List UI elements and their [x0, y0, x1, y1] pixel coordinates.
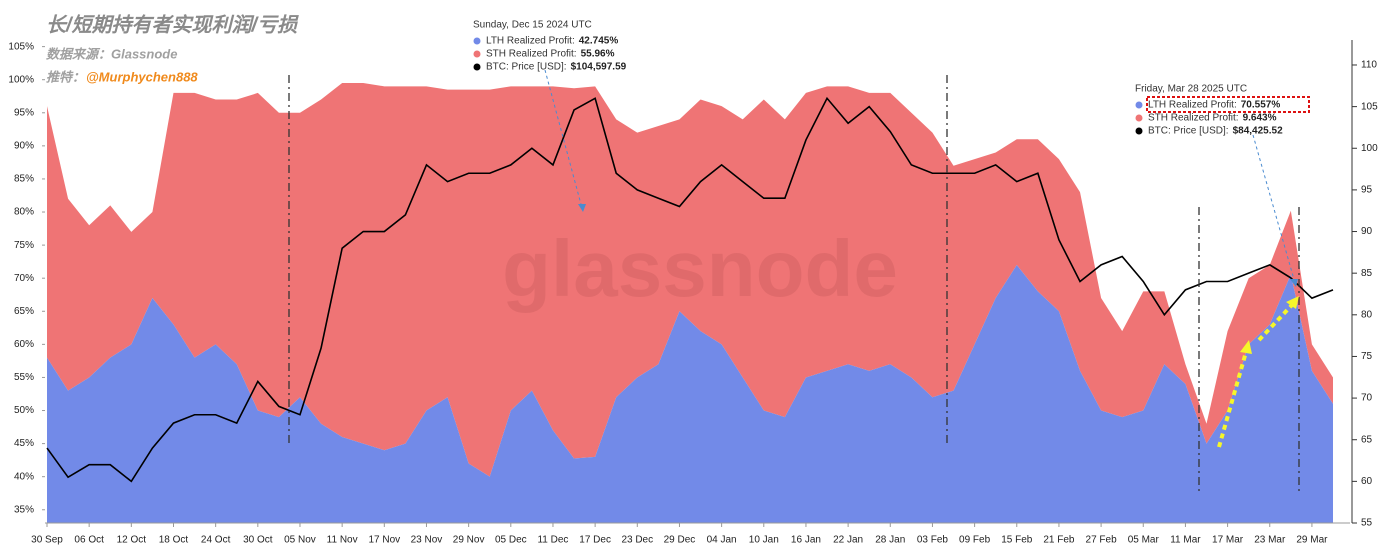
event-lines	[288, 75, 1300, 495]
y2-tick-label: 80	[1361, 309, 1373, 320]
pointer-arrow	[1252, 134, 1296, 284]
x-tick-label: 12 Oct	[117, 535, 147, 546]
tooltip-value: $104,597.59	[571, 62, 627, 73]
tooltip-value: 42.745%	[579, 36, 619, 47]
arrow-head	[1290, 279, 1298, 287]
arrow-head	[1240, 340, 1252, 354]
y2-tick-label: 55	[1361, 518, 1373, 529]
arrow-head	[578, 204, 586, 212]
arrows	[544, 69, 1299, 448]
y-tick-label: 95%	[14, 107, 34, 118]
tooltip-value: 9.643%	[1243, 113, 1277, 124]
trend-arrow	[1257, 303, 1294, 342]
x-tick-label: 17 Nov	[368, 535, 400, 546]
tooltip-label: STH Realized Profit:	[486, 49, 577, 60]
x-tick-label: 04 Jan	[707, 535, 737, 546]
x-tick-label: 09 Feb	[959, 535, 991, 546]
y2-tick-label: 110	[1361, 60, 1377, 71]
x-tick-label: 21 Feb	[1043, 535, 1075, 546]
tooltip-marker	[473, 50, 481, 58]
tooltip-marker	[1135, 114, 1143, 122]
y-tick-label: 60%	[14, 339, 34, 350]
x-tick-label: 29 Nov	[453, 535, 485, 546]
y2-tick-label: 100	[1361, 143, 1378, 154]
x-tick-label: 06 Oct	[74, 535, 104, 546]
source: 数据来源：Glassnode	[46, 46, 177, 61]
x-tick-label: 28 Jan	[875, 535, 905, 546]
lth-area	[47, 264, 1333, 523]
y-tick-label: 100%	[8, 74, 34, 85]
x-tick-label: 17 Mar	[1212, 535, 1244, 546]
trend-arrow	[1217, 351, 1248, 448]
x-tick-label: 03 Feb	[917, 535, 949, 546]
price-line	[46, 96, 1334, 483]
y-tick-label: 70%	[14, 273, 34, 284]
x-tick-label: 30 Oct	[243, 535, 273, 546]
x-tick-label: 11 Nov	[327, 535, 358, 546]
x-tick-label: 27 Feb	[1086, 535, 1118, 546]
y2-tick-label: 70	[1361, 393, 1373, 404]
y2-tick-label: 65	[1361, 434, 1373, 445]
y2-tick-label: 60	[1361, 476, 1373, 487]
tooltip-label: LTH Realized Profit:	[1148, 100, 1237, 111]
tooltip-marker	[473, 37, 481, 45]
watermark: glassnode	[502, 224, 898, 313]
author-label: 推特：	[46, 69, 85, 84]
plot-area	[46, 83, 1334, 523]
x-tick-label: 17 Dec	[579, 535, 611, 546]
x-tick-label: 24 Oct	[201, 535, 231, 546]
y-tick-label: 90%	[14, 141, 34, 152]
tooltip-value: $84,425.52	[1233, 126, 1283, 137]
x-tick-label: 05 Mar	[1128, 535, 1160, 546]
tooltip-marker	[1135, 127, 1143, 135]
y-tick-label: 55%	[14, 372, 34, 383]
tooltips: Sunday, Dec 15 2024 UTC LTH Realized Prof…	[473, 20, 1283, 137]
y-tick-label: 45%	[14, 438, 34, 449]
tooltip-label: BTC: Price [USD]:	[486, 62, 567, 73]
author-handle: @Murphychen888	[86, 69, 198, 84]
x-tick-label: 18 Oct	[159, 535, 189, 546]
x-tick-label: 23 Nov	[411, 535, 443, 546]
y-tick-label: 75%	[14, 240, 34, 251]
x-tick-label: 29 Dec	[664, 535, 696, 546]
y-tick-label: 50%	[14, 405, 34, 416]
y2-tick-label: 105	[1361, 101, 1378, 112]
y-tick-label: 85%	[14, 174, 34, 185]
x-tick-label: 16 Jan	[791, 535, 821, 546]
x-tick-label: 23 Mar	[1254, 535, 1286, 546]
y-tick-label: 65%	[14, 306, 34, 317]
tooltip-label: LTH Realized Profit:	[486, 36, 575, 47]
x-tick-label: 15 Feb	[1001, 535, 1033, 546]
tooltip-value: 70.557%	[1241, 100, 1281, 111]
tooltip-date: Sunday, Dec 15 2024 UTC	[473, 20, 592, 31]
sth-area	[47, 83, 1333, 477]
highlight-box	[1146, 96, 1310, 113]
y2-tick-label: 75	[1361, 351, 1373, 362]
chart-title: 长/短期持有者实现利润/亏损	[46, 13, 299, 36]
x-tick-label: 22 Jan	[833, 535, 863, 546]
x-tick-label: 23 Dec	[621, 535, 653, 546]
x-tick-label: 11 Mar	[1170, 535, 1201, 546]
tooltip-label: BTC: Price [USD]:	[1148, 126, 1229, 137]
x-tick-label: 30 Sep	[31, 535, 63, 546]
tooltip-marker	[473, 63, 481, 71]
arrow-head	[1286, 296, 1299, 309]
y2-tick-label: 85	[1361, 268, 1373, 279]
tooltip-date: Friday, Mar 28 2025 UTC	[1135, 84, 1247, 95]
y2-tick-label: 90	[1361, 226, 1373, 237]
tooltip-value: 55.96%	[581, 49, 615, 60]
tooltip-marker	[1135, 101, 1143, 109]
x-tick-label: 11 Dec	[537, 535, 568, 546]
y-tick-label: 35%	[14, 504, 34, 515]
x-tick-label: 29 Mar	[1296, 535, 1328, 546]
y-tick-label: 80%	[14, 207, 34, 218]
x-tick-label: 05 Dec	[495, 535, 527, 546]
x-tick-label: 10 Jan	[749, 535, 779, 546]
y-tick-label: 40%	[14, 471, 34, 482]
tooltip-label: STH Realized Profit:	[1148, 113, 1239, 124]
x-tick-label: 05 Nov	[284, 535, 316, 546]
y2-tick-label: 95	[1361, 185, 1373, 196]
y-tick-label: 105%	[8, 41, 34, 52]
